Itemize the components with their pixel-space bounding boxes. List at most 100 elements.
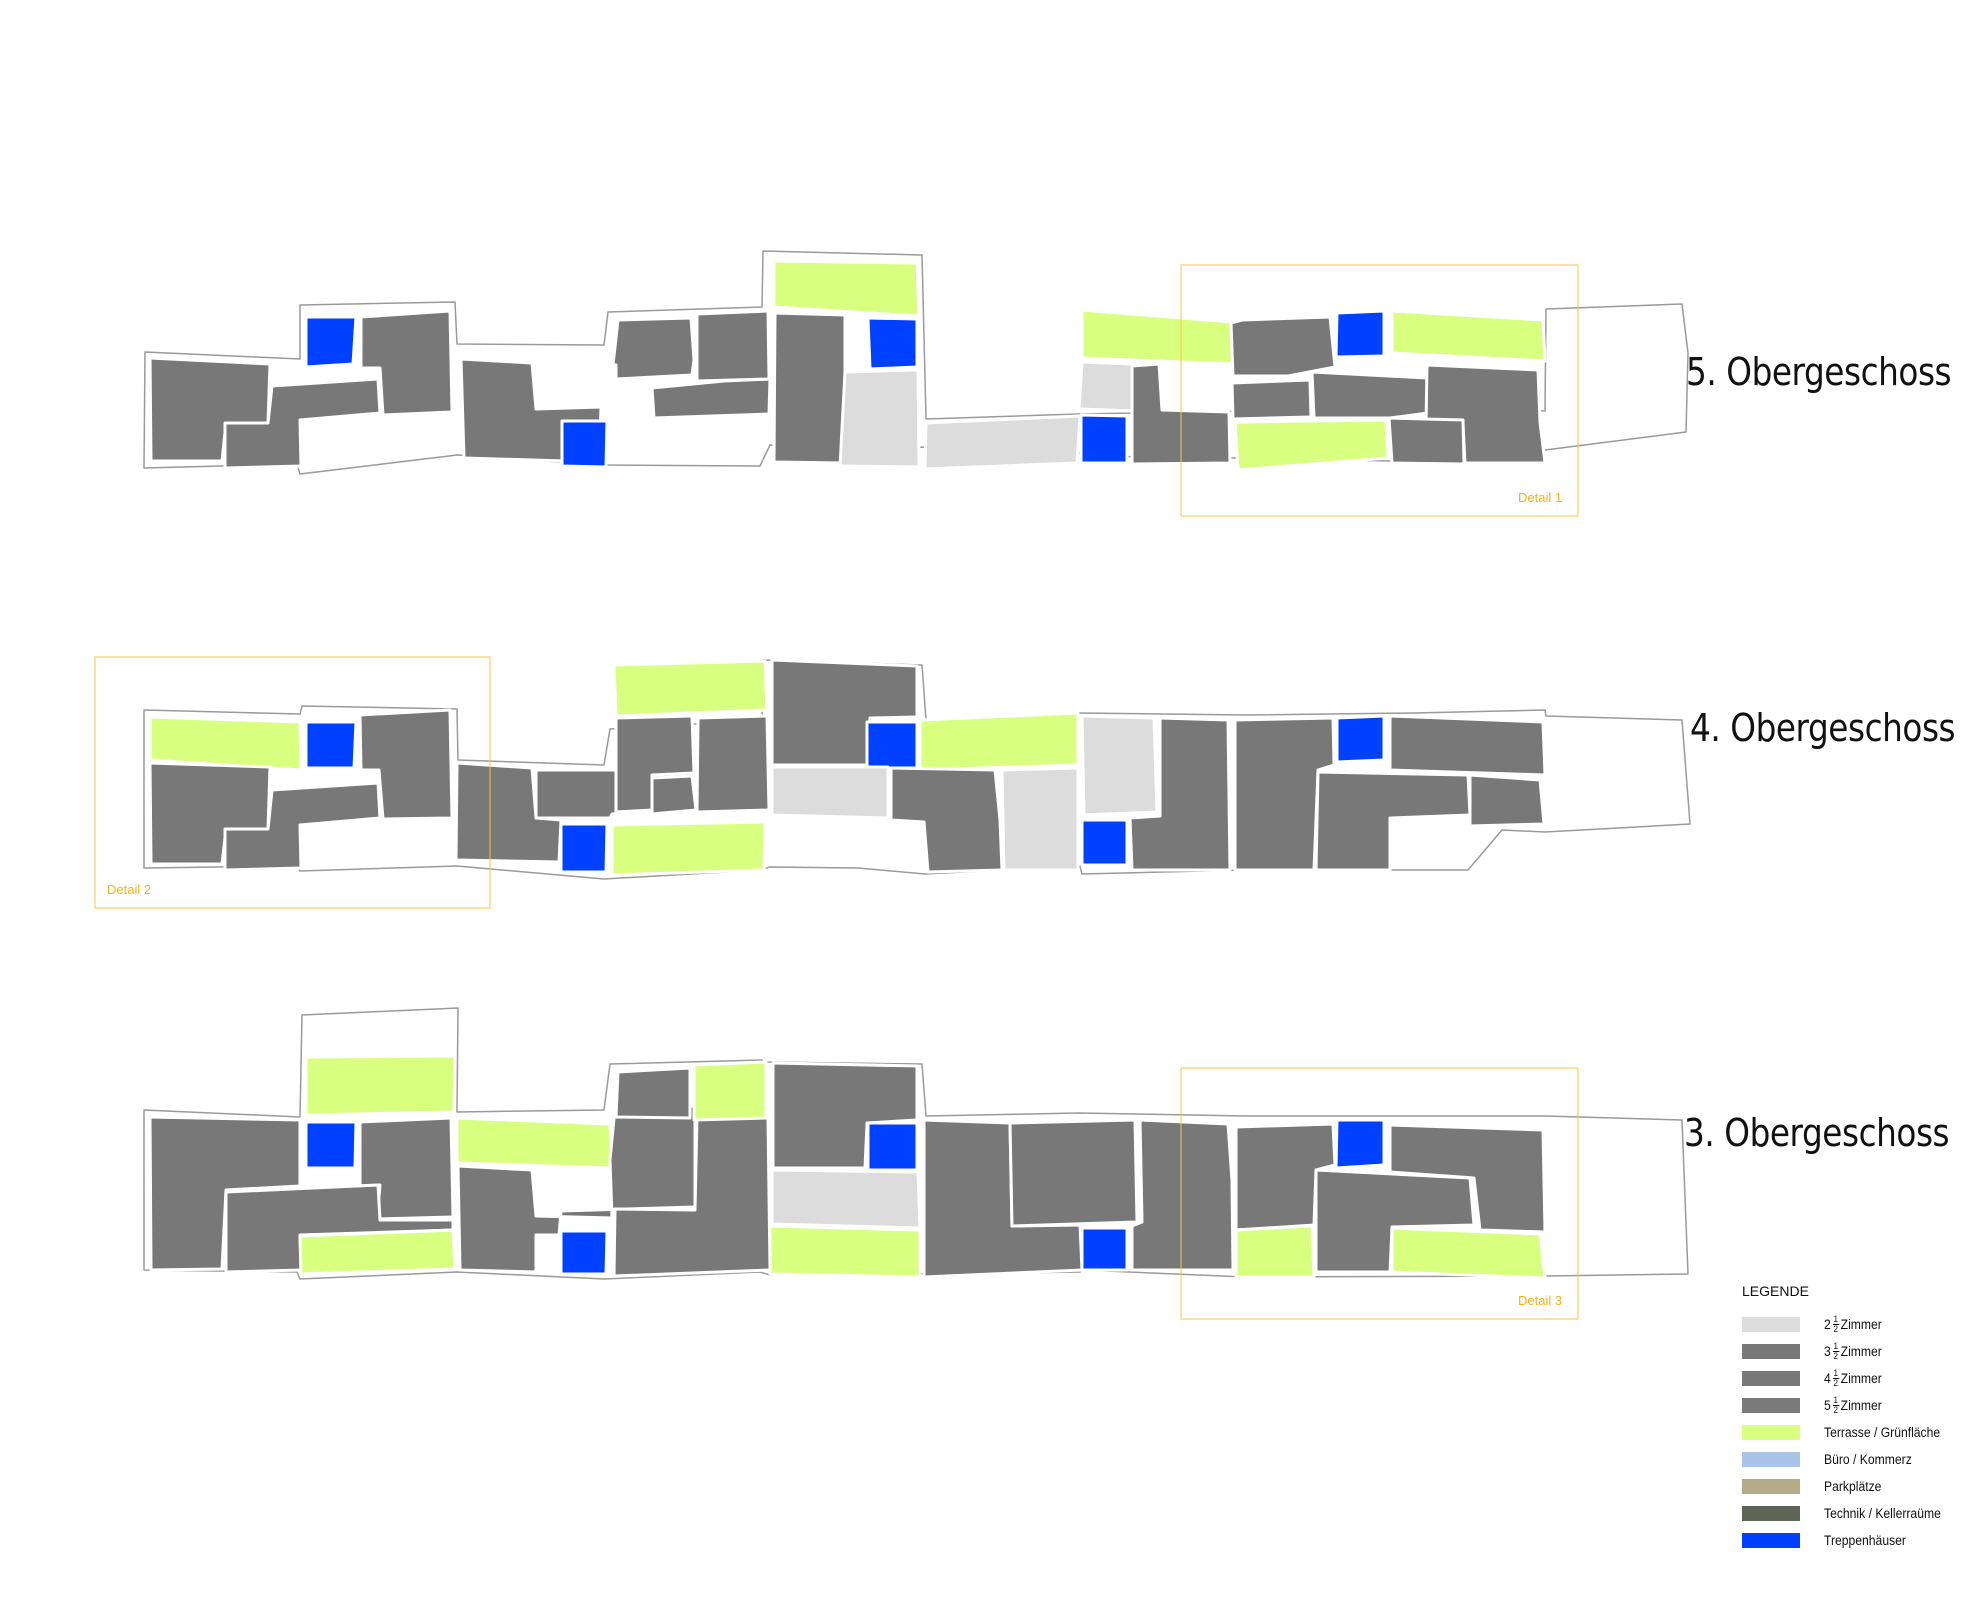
floor-plan-3-obergeschoss <box>143 1007 1689 1280</box>
legend-swatch <box>1742 1452 1800 1467</box>
stairwell <box>866 1121 919 1172</box>
floor-label-5-obergeschoss: 5. Obergeschoss <box>1686 350 1952 394</box>
detail-1-frame <box>1180 264 1579 517</box>
apartment <box>1314 770 1472 872</box>
apartment <box>1310 370 1430 420</box>
legend-swatch <box>1742 1425 1800 1440</box>
terrace <box>304 1054 457 1117</box>
apartment <box>223 781 382 872</box>
legend-swatch <box>1742 1398 1800 1413</box>
apartment <box>1387 416 1466 466</box>
terrace <box>1234 1224 1316 1279</box>
legend-label: Parkplätze <box>1824 1479 1882 1494</box>
legend-swatch <box>1742 1533 1800 1548</box>
detail-2-label: Detail 2 <box>107 882 152 897</box>
stairwell <box>560 419 609 469</box>
terrace <box>1390 309 1547 363</box>
apartment <box>614 1066 692 1120</box>
apartment <box>1468 773 1546 828</box>
terrace <box>692 1060 768 1122</box>
apartment-2-5-zimmer <box>1080 714 1159 817</box>
apartment <box>650 377 772 420</box>
floor-label-4-obergeschoss: 4. Obergeschoss <box>1690 706 1956 750</box>
apartment-2-5-zimmer <box>770 765 890 820</box>
legend-swatch <box>1742 1317 1800 1332</box>
stairwell <box>559 1229 609 1276</box>
stairwell <box>1080 1226 1129 1272</box>
legend-swatch <box>1742 1506 1800 1521</box>
terrace <box>768 1224 922 1279</box>
detail-2-frame <box>94 656 491 909</box>
terrace <box>455 1116 614 1170</box>
stairwell <box>1079 413 1129 465</box>
apartment <box>1230 378 1313 421</box>
apartment <box>1388 714 1547 777</box>
stairwell <box>304 720 358 770</box>
apartment <box>1128 716 1232 872</box>
apartment <box>358 708 454 821</box>
terrace <box>610 820 767 877</box>
apartment <box>695 714 771 814</box>
apartment <box>612 1114 772 1278</box>
stairwell <box>1080 818 1129 867</box>
apartment-2-5-zimmer <box>770 1168 922 1230</box>
legend-swatch <box>1742 1479 1800 1494</box>
legend-label: Treppenhäuser <box>1824 1533 1906 1548</box>
stairwell <box>1335 714 1386 764</box>
detail-frames <box>94 264 1579 1320</box>
stairwell <box>865 720 919 770</box>
apartment-2-5-zimmer <box>838 368 921 469</box>
legend-label: Büro / Kommerz <box>1824 1452 1912 1467</box>
apartment <box>1229 315 1337 378</box>
floor-label-3-obergeschoss: 3. Obergeschoss <box>1684 1111 1950 1155</box>
apartment <box>889 766 1004 874</box>
stairwell <box>304 315 358 369</box>
legend-swatch <box>1742 1344 1800 1359</box>
apartment <box>770 658 919 767</box>
terrace <box>1233 418 1390 472</box>
apartment <box>614 714 696 814</box>
terrace <box>1390 1226 1547 1280</box>
stairwell <box>559 822 609 874</box>
terrace <box>612 659 769 718</box>
apartment <box>1233 716 1336 872</box>
apartment <box>1130 1118 1235 1272</box>
apartment <box>454 761 563 864</box>
apartment <box>650 774 698 816</box>
stairwell <box>304 1120 358 1170</box>
detail-3-frame <box>1180 1067 1579 1320</box>
apartment <box>534 316 696 381</box>
legend-label: Technik / Kellerraüme <box>1824 1506 1941 1521</box>
terrace <box>918 711 1080 772</box>
legend-item-parkplaetze: Parkplätze <box>1742 1473 1972 1500</box>
apartment-2-5-zimmer <box>923 414 1082 471</box>
legend-item-treppenhaeuser: Treppenhäuser <box>1742 1527 1972 1554</box>
apartment <box>359 309 454 417</box>
detail-1-label: Detail 1 <box>1518 490 1563 505</box>
detail-3-label: Detail 3 <box>1518 1293 1563 1308</box>
apartment <box>695 309 771 383</box>
apartment <box>772 311 847 465</box>
apartment-2-5-zimmer <box>1000 766 1080 872</box>
legend-item-technik: Technik / Kellerraüme <box>1742 1500 1972 1527</box>
floor-plan-5-obergeschoss <box>143 250 1689 475</box>
legend-swatch <box>1742 1371 1800 1386</box>
legend-label: Terrasse / Grünfläche <box>1824 1425 1941 1440</box>
stairwell <box>1334 309 1386 359</box>
legend-item-terrasse: Terrasse / Grünfläche <box>1742 1419 1972 1446</box>
stairwell <box>1334 1118 1386 1170</box>
apartment <box>223 377 382 470</box>
terrace <box>1080 308 1234 366</box>
legend-item-buero: Büro / Kommerz <box>1742 1446 1972 1473</box>
stairwell <box>866 316 919 371</box>
floor-plan-4-obergeschoss <box>143 658 1691 880</box>
